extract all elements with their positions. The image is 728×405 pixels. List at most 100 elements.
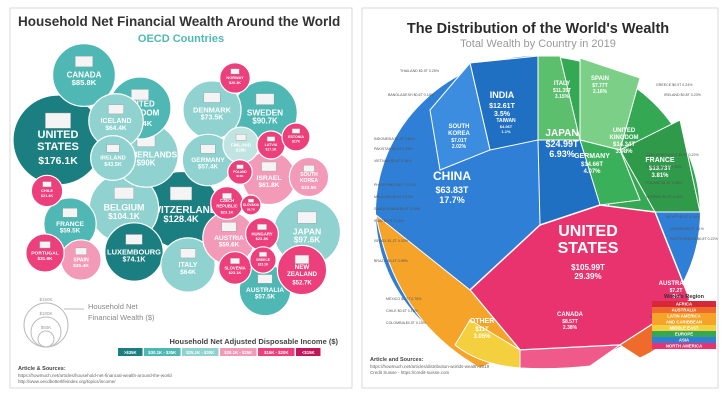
flag-us-icon <box>45 112 71 129</box>
cell-france <box>619 119 701 213</box>
flag-sk-icon <box>247 198 255 203</box>
bubble-country: SWITZERLAND <box>145 205 217 216</box>
flag-se-icon <box>255 93 275 105</box>
right-sources-label: Article and Sources: <box>370 357 424 363</box>
region-swatch-label: AND CARIBBEAN <box>666 320 702 325</box>
bubble-country: SPAIN <box>73 258 89 264</box>
left-sources-label: Article & Sources: <box>18 366 66 372</box>
bubble-value: $17K <box>292 140 301 144</box>
region-swatch-label: ASIA <box>679 338 689 343</box>
cell-share: 3.5% <box>494 111 511 118</box>
small-country-label: CHILE $0.6T 0.18% <box>386 309 419 313</box>
cell-share: 6.93% <box>549 149 575 159</box>
region-legend-title: World's Region <box>664 294 705 300</box>
bubble-value: $21.4K <box>41 194 54 198</box>
bubble-value: $74.1K <box>123 256 147 264</box>
size-caption-2: Financial Wealth ($) <box>88 313 155 322</box>
bubble-ee: ESTONIA$17K <box>281 122 311 152</box>
bubble-country: DENMARK <box>193 105 232 114</box>
bubble-country: JAPAN <box>293 227 321 237</box>
bubble-value: $52.7K <box>292 281 312 287</box>
region-swatch-label: EUROPE <box>675 332 693 337</box>
flag-is-icon <box>108 104 124 115</box>
bubble-at: AUSTRIA$59.6K <box>202 211 256 265</box>
bubble-country: SLOVAKIA <box>243 203 260 207</box>
region-swatch-label: LATIN AMERICA <box>667 314 700 319</box>
cell-share: 1.1% <box>501 129 511 134</box>
bubble-circle <box>227 159 253 185</box>
small-country-label: EGYPT $0.5T 0.15% <box>666 215 700 219</box>
cell-country: CHINA <box>433 169 471 183</box>
cell-share: 2% <box>672 294 680 300</box>
small-country-label: VIETNAM $0.6T 0.18% <box>374 159 412 163</box>
bubble-lv: LATVIA$17.1K <box>256 130 286 160</box>
cell-country: TAIWAN <box>496 118 516 124</box>
cell-value: $11.35T <box>553 88 571 94</box>
bubble-circle <box>219 62 251 94</box>
cell-country: FRANCE <box>645 157 674 164</box>
bubble-ie: IRELAND$43.5K <box>90 135 136 181</box>
color-legend-title: Household Net Adjusted Disposable Income… <box>170 337 339 346</box>
cell-canada <box>519 344 622 370</box>
bubble-value: $176.1K <box>38 156 78 167</box>
bubble-country: POLAND <box>233 170 247 174</box>
bubble-country: STATES <box>37 141 79 153</box>
flag-jp-icon <box>297 211 317 224</box>
legend-swatch <box>144 348 181 356</box>
bubble-pt: PORTUGAL$31.9K <box>25 233 65 273</box>
size-label-150: $150K <box>39 297 52 302</box>
bubble-country: ESTONIA <box>288 135 304 139</box>
bubble-value: $13K <box>236 174 244 178</box>
bubble-country: SLOVENIA <box>224 265 245 270</box>
bubble-value: $104.1K <box>108 211 140 221</box>
bubble-country: UNITED <box>125 99 155 108</box>
legend-swatch-label: $30.1K - $35K <box>148 350 177 355</box>
bubble-circle <box>249 246 277 274</box>
legend-swatch-label: <$15K <box>302 350 316 355</box>
small-country-label: CZECH REPUBLIC $0.8T 0.22% <box>646 153 699 157</box>
cell-country: ITALY <box>554 81 570 87</box>
left-sources-line2: http://www.oecdbetterlifeindex.org/topic… <box>18 379 116 384</box>
small-country-label: MEXICO $2.7T 0.75% <box>386 297 422 301</box>
bubble-gr: GREECE$15.1K <box>249 246 277 274</box>
flag-pt-icon <box>39 241 51 249</box>
small-country-label: NORWAY $1.5T 0.42% <box>646 195 684 199</box>
region-swatch-label: AFRICA <box>676 302 692 307</box>
bubble-value: $59.5K <box>60 228 81 235</box>
bubble-circle <box>30 174 64 208</box>
bubble-sk: SLOVAKIA$8.7K <box>240 194 262 216</box>
bubble-value: $97.6K <box>294 236 320 245</box>
bubble-fr: FRANCE$59.5K <box>43 197 97 251</box>
region-swatch-label: MIDDLE EAST <box>669 326 698 331</box>
bubble-cl: CHILE$21.4K <box>30 174 64 208</box>
bubble-circle <box>276 244 328 296</box>
region-swatch <box>652 307 716 313</box>
flag-ee-icon <box>291 128 301 134</box>
bubble-pl: POLAND$13K <box>227 159 253 185</box>
bubble-country: REPUBLIC <box>216 203 237 208</box>
bubble-value: $23.1K <box>221 209 234 214</box>
bubble-country: ITALY <box>179 262 198 269</box>
bubble-country: SWEDEN <box>247 109 283 118</box>
cell-value: $13.73T <box>649 166 671 172</box>
bubble-country: AUSTRALIA <box>246 287 284 294</box>
flag-cz-icon <box>222 193 232 199</box>
flag-pl-icon <box>236 164 244 170</box>
flag-it-icon <box>180 248 196 259</box>
voronoi-wheel <box>375 55 701 370</box>
flag-nz-icon <box>294 255 310 264</box>
bubble-country: CANADA <box>67 70 102 79</box>
cell-share: 2.38% <box>563 325 578 331</box>
cell-value: $8.57T <box>562 319 578 325</box>
flag-no-icon <box>230 68 240 75</box>
flag-au-icon <box>257 274 273 284</box>
flag-de-icon <box>200 144 216 154</box>
bubble-country: ZEALAND <box>287 271 318 278</box>
bubble-country: ISRAEL <box>256 175 281 182</box>
bubble-value: $15.1K <box>258 262 269 266</box>
